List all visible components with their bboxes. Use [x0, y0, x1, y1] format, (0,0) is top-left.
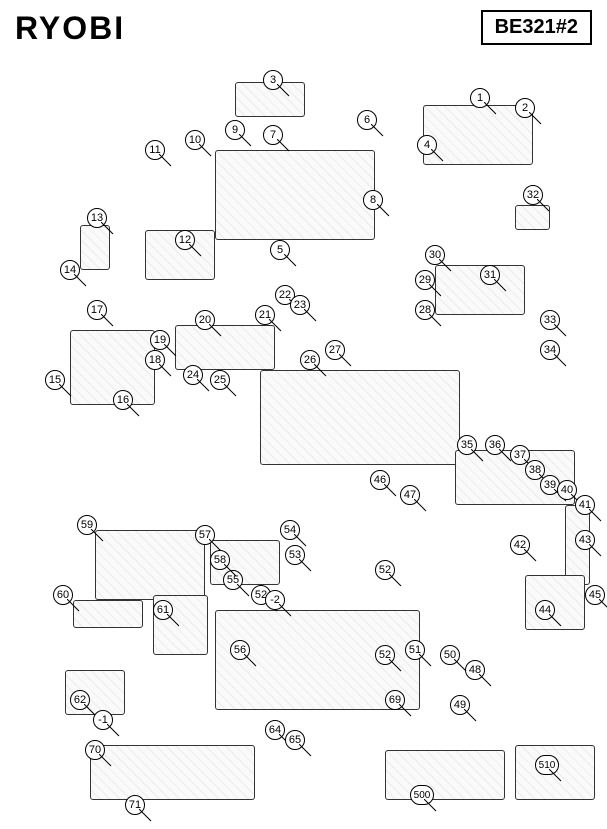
leader-line — [554, 354, 574, 374]
leader-line — [99, 754, 119, 774]
leader-line — [199, 144, 219, 164]
leader-line — [237, 584, 257, 604]
leader-line — [91, 529, 111, 549]
leader-line — [549, 614, 569, 634]
leader-line — [294, 534, 314, 554]
leader-line — [454, 659, 474, 679]
part-main-base — [260, 370, 460, 465]
leader-line — [189, 244, 209, 264]
leader-line — [101, 314, 121, 334]
part-upper-housing — [215, 150, 375, 240]
leader-line — [239, 134, 259, 154]
brand-logo: RYOBI — [15, 10, 125, 47]
leader-line — [464, 709, 484, 729]
model-number: BE321#2 — [481, 10, 592, 45]
leader-line — [244, 654, 264, 674]
part-stator — [70, 330, 155, 405]
leader-line — [599, 599, 607, 619]
leader-line — [284, 254, 304, 274]
leader-line — [554, 324, 574, 344]
leader-line — [139, 809, 159, 829]
leader-line — [549, 769, 569, 789]
leader-line — [537, 199, 557, 219]
leader-line — [431, 149, 451, 169]
leader-line — [479, 674, 499, 694]
exploded-diagram: 1234567891011121314151617181920212223242… — [15, 50, 592, 785]
leader-line — [167, 614, 187, 634]
leader-line — [429, 314, 449, 334]
leader-line — [279, 604, 299, 624]
leader-line — [589, 544, 607, 564]
leader-line — [269, 319, 289, 339]
leader-line — [484, 102, 504, 122]
leader-line — [164, 344, 184, 364]
leader-line — [59, 384, 79, 404]
leader-line — [159, 154, 179, 174]
leader-line — [159, 364, 179, 384]
leader-line — [429, 284, 449, 304]
leader-line — [439, 259, 459, 279]
leader-line — [314, 364, 334, 384]
leader-line — [299, 559, 319, 579]
leader-line — [399, 704, 419, 724]
leader-line — [101, 222, 121, 242]
leader-line — [304, 309, 324, 329]
leader-line — [389, 659, 409, 679]
leader-line — [127, 404, 147, 424]
leader-line — [224, 384, 244, 404]
leader-line — [339, 354, 359, 374]
leader-line — [74, 274, 94, 294]
leader-line — [224, 564, 244, 584]
leader-line — [107, 724, 127, 744]
leader-line — [371, 124, 391, 144]
leader-line — [299, 744, 319, 764]
leader-line — [67, 599, 87, 619]
leader-line — [209, 324, 229, 344]
leader-line — [277, 139, 297, 159]
leader-line — [524, 549, 544, 569]
leader-line — [589, 509, 607, 529]
leader-line — [494, 279, 514, 299]
leader-line — [414, 499, 434, 519]
part-platen — [385, 750, 505, 800]
leader-line — [277, 84, 297, 104]
leader-line — [424, 799, 444, 819]
leader-line — [389, 574, 409, 594]
leader-line — [377, 204, 397, 224]
leader-line — [529, 112, 549, 132]
part-front-cover — [95, 530, 205, 600]
leader-line — [419, 654, 439, 674]
